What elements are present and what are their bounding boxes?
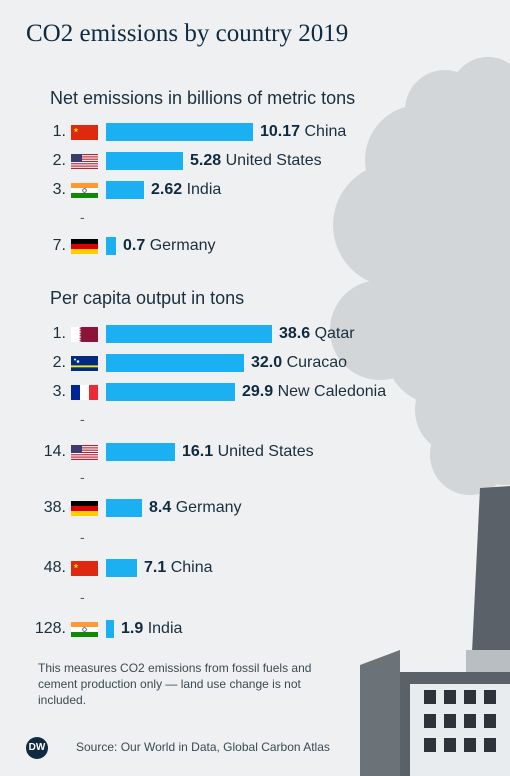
footnote: This measures CO2 emissions from fossil … [38, 661, 312, 707]
value-label: 5.28 [190, 152, 222, 169]
bar [106, 237, 116, 255]
bar [106, 443, 175, 461]
bar-label: 10.17 China [260, 121, 346, 143]
bar-row: 7. 0.7 Germany [0, 235, 510, 257]
bar-row: 128. 1.9 India [0, 618, 510, 640]
bar-label: 7.1 China [144, 557, 213, 579]
germany-flag-icon [71, 239, 98, 254]
bar-row: 2. 5.28 United States [0, 150, 510, 172]
country-label: China [300, 123, 347, 140]
bar [106, 152, 183, 170]
value-label: 29.9 [242, 383, 274, 400]
rank-label: 7. [52, 237, 66, 254]
bar [106, 559, 137, 577]
new-caledonia-flag-icon [71, 385, 98, 400]
bar-row: 2. 32.0 Curacao [0, 352, 510, 374]
country-label: Germany [145, 237, 216, 254]
value-label: 38.6 [279, 325, 311, 342]
country-label: India [182, 181, 222, 198]
rank-gap-marker: - [80, 469, 85, 485]
bar-label: 2.62 India [151, 179, 221, 201]
bar [106, 383, 235, 401]
value-label: 8.4 [149, 499, 172, 516]
country-label: Germany [171, 499, 242, 516]
source-note: Source: Our World in Data, Global Carbon… [76, 740, 330, 754]
rank-label: 38. [43, 499, 66, 516]
value-label: 7.1 [144, 559, 167, 576]
value-label: 1.9 [121, 620, 144, 637]
bar-row: 3. 29.9 New Caledonia [0, 381, 510, 403]
rank-label: 2. [52, 152, 66, 169]
bar [106, 620, 114, 638]
bar-label: 8.4 Germany [149, 497, 242, 519]
country-label: United States [221, 152, 322, 169]
rank-label: 2. [52, 354, 66, 371]
rank-label: 3. [52, 181, 66, 198]
curacao-flag-icon [71, 356, 98, 371]
bar [106, 354, 244, 372]
bar [106, 325, 272, 343]
rank-label: 14. [43, 443, 66, 460]
bar-row: 48. 7.1 China [0, 557, 510, 579]
germany-flag-icon [71, 501, 98, 516]
dw-logo: DW [26, 737, 48, 759]
bar-row: 14. 16.1 United States [0, 441, 510, 463]
bar-label: 32.0 Curacao [251, 352, 347, 374]
value-label: 32.0 [251, 354, 283, 371]
rank-gap-marker: - [80, 529, 85, 545]
china-flag-icon [71, 561, 98, 576]
bar-label: 0.7 Germany [123, 235, 216, 257]
rank-label: 1. [52, 123, 66, 140]
rank-gap-marker: - [80, 209, 85, 225]
rank-gap-marker: - [80, 411, 85, 427]
bar-label: 5.28 United States [190, 150, 322, 172]
bar-row: 1. 10.17 China [0, 121, 510, 143]
rank-label: 48. [43, 559, 66, 576]
bar-label: 29.9 New Caledonia [242, 381, 386, 403]
rank-label: 3. [52, 383, 66, 400]
value-label: 2.62 [151, 181, 183, 198]
china-flag-icon [71, 125, 98, 140]
bar-row: 38. 8.4 Germany [0, 497, 510, 519]
country-label: China [166, 559, 213, 576]
rank-gap-marker: - [80, 589, 85, 605]
india-flag-icon [71, 622, 98, 637]
qatar-flag-icon [71, 327, 98, 342]
country-label: India [143, 620, 183, 637]
bar [106, 499, 142, 517]
bar-row: 1. 38.6 Qatar [0, 323, 510, 345]
value-label: 0.7 [123, 237, 146, 254]
india-flag-icon [71, 183, 98, 198]
value-label: 10.17 [260, 123, 301, 140]
country-label: Qatar [310, 325, 355, 342]
usa-flag-icon [71, 154, 98, 169]
bar [106, 181, 144, 199]
rank-label: 128. [34, 620, 66, 637]
country-label: Curacao [282, 354, 348, 371]
bar-label: 16.1 United States [182, 441, 314, 463]
value-label: 16.1 [182, 443, 214, 460]
usa-flag-icon [71, 445, 98, 460]
country-label: New Caledonia [273, 383, 387, 400]
bar [106, 123, 253, 141]
rank-label: 1. [52, 325, 66, 342]
chart-title: CO2 emissions by country 2019 [26, 20, 349, 47]
section-title: Net emissions in billions of metric tons [50, 88, 356, 108]
bar-label: 1.9 India [121, 618, 182, 640]
bar-label: 38.6 Qatar [279, 323, 355, 345]
bar-row: 3. 2.62 India [0, 179, 510, 201]
country-label: United States [213, 443, 314, 460]
section-title: Per capita output in tons [50, 288, 245, 308]
